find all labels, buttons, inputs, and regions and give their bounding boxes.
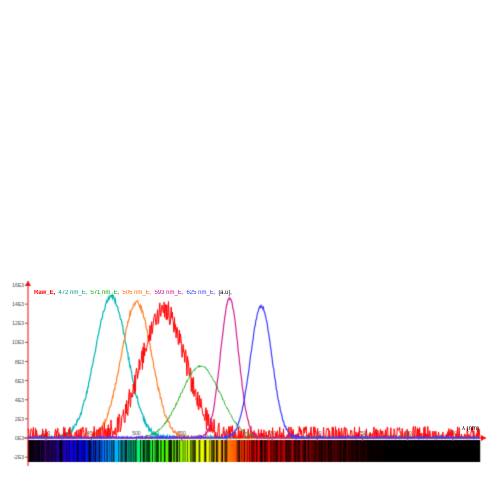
legend: Raw_E,472 nm_E,571 nm_E,505 nm_E,593 nm_… [34,290,235,296]
legend-item: 505 nm_E, [122,290,151,296]
legend-item: 571 nm_E, [90,290,119,296]
legend-item: [a.u], [219,290,232,296]
x-axis-label: λ (nm) [462,426,479,432]
legend-item: 472 nm_E, [58,290,87,296]
legend-item: 625 nm_E, [186,290,215,296]
legend-item: 593 nm_E, [154,290,183,296]
spectrum-chart [0,0,500,500]
legend-item: Raw_E, [34,290,55,296]
